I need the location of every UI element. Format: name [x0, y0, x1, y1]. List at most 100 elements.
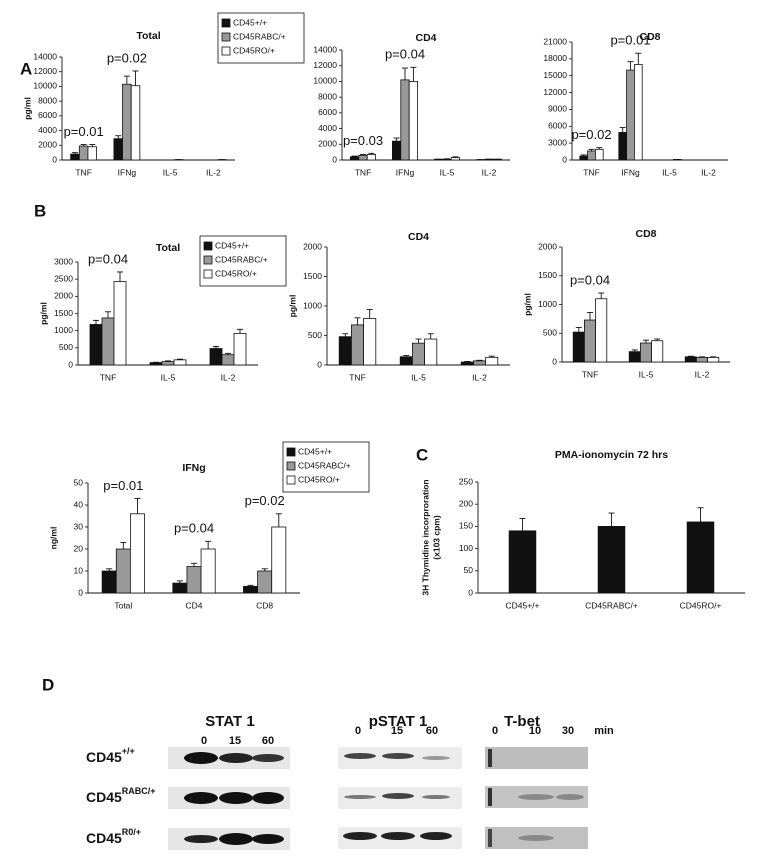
chart: PMA-ionomycin 72 hrs 3H Thymidine incorpr… [420, 449, 745, 610]
blot-title: T-bet [504, 713, 540, 730]
chart: CD4 0 2000 4000 6000 8000 10000 12000 14000 TNF p=… [313, 32, 510, 177]
y-tick-label: 0 [332, 154, 337, 164]
error-bar [177, 358, 183, 360]
y-tick-label: 0 [52, 154, 57, 164]
bar [686, 521, 715, 594]
legend-box [217, 12, 305, 64]
y-tick-label: 500 [308, 330, 322, 340]
legend-swatch [203, 255, 213, 265]
time-label: 0 [201, 735, 207, 747]
y-tick-label: 6000 [548, 121, 567, 131]
legend-label: CD45+/+ [298, 446, 332, 456]
time-label: 30 [562, 725, 574, 737]
error-bar [354, 317, 361, 325]
error-bar [427, 333, 434, 340]
blot-strip [485, 747, 588, 769]
error-bar [627, 61, 634, 71]
band [219, 753, 253, 763]
error-bar [697, 507, 704, 522]
bar [485, 356, 499, 366]
band [420, 832, 452, 840]
bar [149, 362, 163, 366]
error-bar [105, 311, 111, 318]
y-tick-label: 0 [68, 359, 73, 369]
bar [508, 530, 537, 594]
x-tick-label: IL-2 [695, 369, 710, 379]
y-tick-label: 250 [459, 476, 473, 486]
bar [579, 155, 588, 161]
legend-label: CD45RO/+ [215, 268, 257, 278]
error-bar [134, 497, 141, 514]
bar [707, 356, 720, 363]
bar [628, 351, 641, 363]
band [219, 833, 253, 845]
error-bar [415, 338, 422, 344]
annotation: p=0.02 [107, 50, 147, 65]
error-bar [476, 359, 483, 361]
y-tick-label: 1000 [303, 300, 322, 310]
y-axis-label: 3H Thymidine incorproration [420, 479, 430, 595]
error-bar [631, 349, 638, 352]
time-label: 10 [529, 725, 541, 737]
legend-label: CD45RABC/+ [298, 460, 351, 470]
bar [696, 356, 709, 363]
bar [391, 140, 402, 161]
panel-label: D [42, 675, 54, 694]
time-label: 60 [426, 725, 438, 737]
blot-title: STAT 1 [205, 713, 254, 730]
y-tick-label: 6000 [318, 107, 337, 117]
chart: Total pg/ml 0 500 1000 1500 2000 2500 3000 TNF p=0… [38, 235, 287, 382]
y-tick-label: 1500 [303, 271, 322, 281]
legend-swatch [286, 447, 296, 457]
chart: Total pg/ml 0 2000 4000 6000 8000 10000 12000 140… [22, 12, 305, 177]
band [252, 834, 284, 844]
bar [472, 360, 486, 366]
bar [271, 526, 287, 594]
bar [350, 324, 364, 366]
y-axis-label: pg/ml [287, 295, 297, 318]
band [219, 792, 253, 804]
panel-label: A [20, 59, 32, 78]
x-tick-label: IFNg [396, 167, 415, 177]
error-bar [368, 152, 375, 155]
y-tick-label: 12000 [33, 66, 57, 76]
bar [221, 354, 235, 366]
bar [597, 526, 626, 594]
error-bar [191, 562, 197, 567]
legend-label: CD45+/+ [215, 240, 249, 250]
band [252, 792, 284, 804]
bar [363, 317, 377, 366]
x-tick-label: IL-2 [472, 372, 487, 382]
error-bar [588, 148, 595, 152]
error-bar [176, 580, 183, 584]
bar [424, 338, 438, 366]
x-tick-label: Total [114, 600, 132, 610]
legend-label: CD45RABC/+ [233, 31, 286, 41]
x-tick-label: IL-2 [701, 167, 716, 177]
x-tick-label: CD45RO/+ [680, 600, 722, 610]
annotation: p=0.04 [174, 521, 214, 536]
y-tick-label: 14000 [33, 51, 57, 61]
blot-title: pSTAT 1 [369, 713, 428, 730]
legend-swatch [221, 18, 231, 28]
x-tick-label: TNF [100, 372, 117, 382]
chart-title: IFNg [182, 462, 205, 474]
annotation: p=0.04 [385, 47, 425, 62]
y-tick-label: 8000 [318, 91, 337, 101]
bar [122, 83, 132, 161]
bar [640, 342, 653, 363]
y-tick-label: 9000 [548, 104, 567, 114]
band [252, 754, 284, 762]
bar [349, 156, 360, 161]
time-label: 0 [492, 725, 498, 737]
y-tick-label: 3000 [548, 137, 567, 147]
error-bar [598, 292, 605, 299]
error-bar [237, 328, 243, 334]
annotation: p=0.02 [571, 127, 611, 142]
bar [101, 570, 117, 594]
error-bar [71, 152, 78, 155]
error-bar [225, 352, 231, 355]
x-tick-label: TNF [355, 167, 372, 177]
error-bar [643, 339, 649, 344]
